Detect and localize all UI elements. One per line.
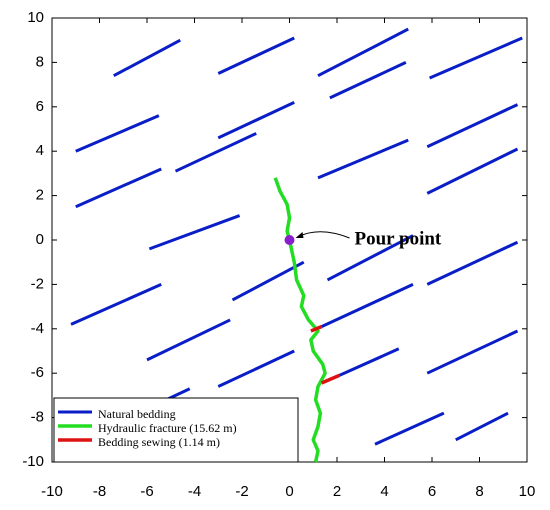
segment	[75, 167, 162, 209]
segment	[310, 324, 323, 333]
segment	[231, 260, 305, 302]
segment	[146, 318, 231, 362]
segment	[317, 138, 409, 180]
segment	[426, 329, 519, 375]
y-tick-label: 8	[36, 53, 44, 70]
segment	[317, 27, 409, 78]
segment	[338, 347, 400, 377]
legend-label: Bedding sewing (1.14 m)	[98, 435, 220, 449]
y-tick-label: 0	[36, 231, 44, 248]
x-tick-label: -2	[235, 483, 248, 500]
x-tick-label: 6	[428, 483, 436, 500]
y-tick-label: -6	[31, 364, 44, 381]
y-tick-label: 4	[36, 142, 44, 159]
x-tick-label: 8	[475, 483, 483, 500]
segment	[426, 240, 519, 286]
legend-label: Hydraulic fracture (15.62 m)	[98, 421, 237, 435]
segment	[217, 36, 295, 75]
segment	[273, 177, 327, 463]
segment	[326, 234, 414, 282]
x-tick-label: -6	[140, 483, 153, 500]
segment	[174, 132, 257, 173]
segment	[70, 283, 162, 326]
pour-point	[284, 235, 295, 245]
segment	[217, 101, 295, 140]
x-tick-label: -10	[41, 483, 63, 500]
y-tick-label: -4	[31, 320, 44, 337]
legend-box	[53, 397, 299, 463]
y-tick-label: 10	[27, 9, 44, 26]
segment	[374, 411, 445, 446]
segment	[329, 61, 407, 100]
x-tick-label: 4	[380, 483, 388, 500]
segment	[320, 283, 414, 328]
x-tick-label: -8	[93, 483, 106, 500]
segment	[148, 214, 241, 251]
segment	[113, 38, 181, 78]
x-tick-label: 0	[285, 483, 293, 500]
x-tick-label: -4	[188, 483, 201, 500]
segment	[320, 373, 341, 385]
y-tick-label: -2	[31, 275, 44, 292]
x-tick-label: 10	[519, 483, 536, 500]
y-tick-label: -8	[31, 409, 44, 426]
annotation: Pour point	[355, 228, 442, 249]
x-tick-label: 2	[333, 483, 341, 500]
segment	[75, 114, 160, 153]
legend-label: Natural bedding	[98, 407, 176, 421]
y-tick-label: 6	[36, 98, 44, 115]
segment	[429, 36, 523, 80]
segment	[426, 147, 519, 195]
segment	[426, 103, 519, 149]
arrow-head	[295, 232, 304, 238]
y-tick-label: 2	[36, 187, 44, 204]
segment	[455, 411, 509, 442]
segment	[217, 349, 295, 388]
y-tick-label: -10	[22, 453, 44, 470]
